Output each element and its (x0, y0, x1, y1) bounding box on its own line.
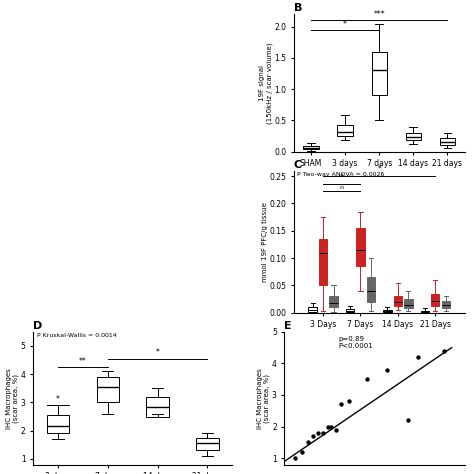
Point (332, 426, 340, 434)
Point (324, 423, 332, 430)
PathPatch shape (196, 438, 219, 450)
Text: *: * (56, 395, 60, 404)
Point (440, 347, 448, 355)
Point (404, 417, 412, 424)
Point (383, 366, 391, 374)
Text: P Kruskal-Wallis = 0.0014: P Kruskal-Wallis = 0.0014 (37, 333, 117, 338)
Point (414, 353, 422, 361)
PathPatch shape (372, 52, 387, 95)
PathPatch shape (346, 309, 354, 312)
PathPatch shape (146, 397, 169, 417)
PathPatch shape (394, 296, 402, 306)
Y-axis label: mmol 19F PFC/g tissue: mmol 19F PFC/g tissue (262, 202, 268, 282)
PathPatch shape (440, 138, 455, 145)
PathPatch shape (309, 307, 317, 312)
Text: B: B (294, 3, 302, 13)
Point (314, 429, 322, 437)
Text: **: ** (79, 357, 87, 365)
Text: E: E (284, 321, 292, 331)
Point (319, 429, 327, 437)
Text: p=0.89
P<0.0001: p=0.89 P<0.0001 (338, 336, 373, 349)
Point (291, 455, 299, 462)
Text: *: * (343, 19, 347, 28)
PathPatch shape (356, 228, 365, 266)
PathPatch shape (319, 239, 327, 285)
Y-axis label: IHC Macrophages
(scar area, %): IHC Macrophages (scar area, %) (257, 368, 271, 428)
PathPatch shape (431, 294, 439, 306)
Text: C: C (294, 160, 302, 170)
PathPatch shape (303, 146, 319, 149)
Text: n: n (340, 185, 344, 190)
PathPatch shape (383, 310, 392, 312)
PathPatch shape (367, 277, 375, 302)
PathPatch shape (337, 126, 353, 136)
PathPatch shape (442, 301, 450, 309)
Text: *: * (155, 348, 160, 357)
Point (345, 398, 353, 405)
Point (309, 432, 317, 440)
PathPatch shape (406, 133, 421, 140)
PathPatch shape (404, 299, 412, 309)
Point (327, 423, 335, 430)
Text: D: D (33, 321, 43, 331)
PathPatch shape (97, 377, 119, 402)
Text: *: * (340, 173, 344, 182)
PathPatch shape (329, 296, 337, 307)
PathPatch shape (421, 310, 429, 312)
Point (363, 375, 371, 383)
Point (337, 401, 345, 408)
Text: P Two-way ANOVA = 0.0026: P Two-way ANOVA = 0.0026 (297, 172, 385, 177)
Text: ***: *** (374, 9, 385, 18)
Text: *: * (377, 165, 381, 174)
Point (304, 438, 311, 446)
PathPatch shape (47, 415, 69, 433)
Y-axis label: IHC Macrophages
(scar area, %): IHC Macrophages (scar area, %) (6, 368, 19, 428)
Y-axis label: 19F signal
(150kHz / scar volume): 19F signal (150kHz / scar volume) (259, 42, 273, 124)
Point (299, 448, 306, 456)
